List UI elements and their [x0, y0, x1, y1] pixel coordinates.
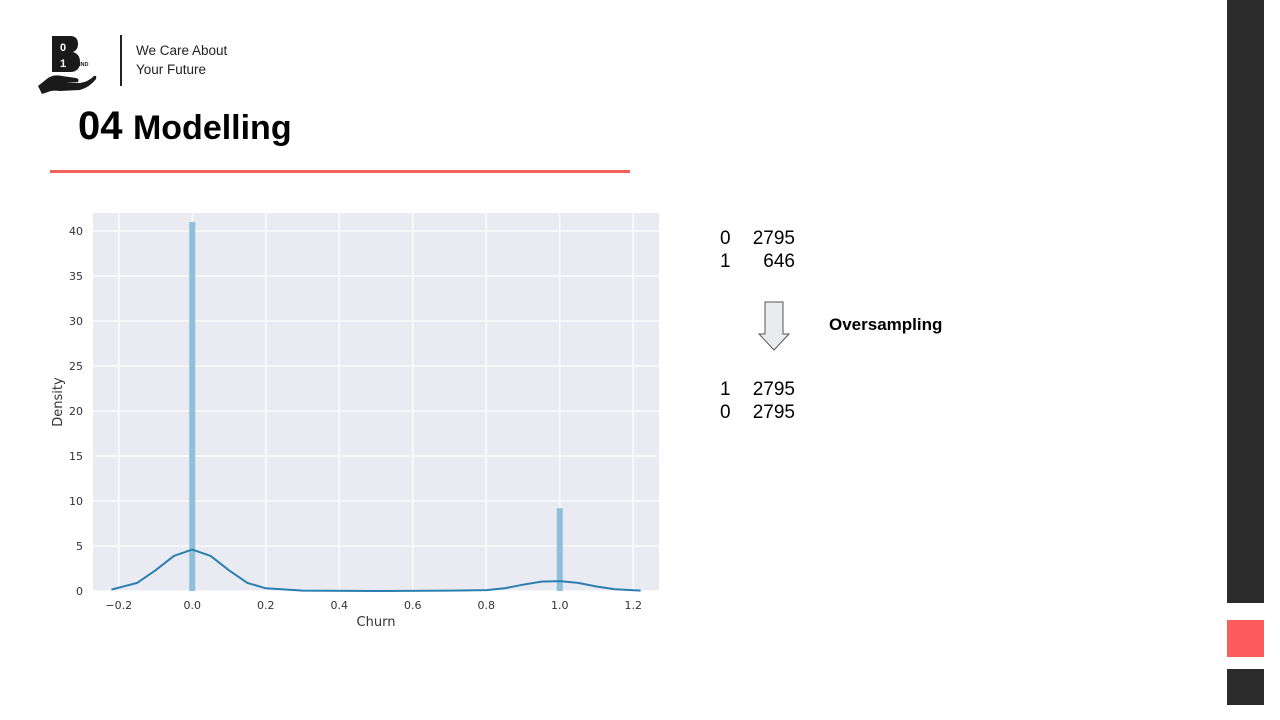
hand-icon — [38, 75, 97, 94]
x-tick-label: 0.8 — [478, 599, 496, 612]
y-tick-label: 0 — [76, 585, 83, 598]
count-key: 1 — [720, 251, 731, 272]
x-tick-label: −0.2 — [105, 599, 132, 612]
b-letter-icon — [52, 36, 80, 72]
y-tick-label: 15 — [69, 450, 83, 463]
y-tick-label: 20 — [69, 405, 83, 418]
histogram-bar — [556, 508, 563, 591]
count-key: 1 — [720, 379, 731, 400]
x-tick-label: 1.2 — [625, 599, 643, 612]
class-counts-after: 1 2795 0 2795 — [720, 378, 795, 424]
count-value: 2795 — [752, 379, 795, 400]
count-value: 2795 — [752, 402, 795, 423]
y-tick-label: 40 — [69, 225, 83, 238]
x-tick-label: 1.0 — [551, 599, 569, 612]
logo-digit-1: 1 — [60, 58, 66, 70]
x-tick-label: 0.2 — [257, 599, 275, 612]
header-divider — [120, 35, 122, 86]
section-title: Modelling — [132, 109, 292, 147]
page-title: 04 Modelling — [78, 104, 292, 149]
count-row: 0 2795 — [720, 227, 795, 250]
y-tick-label: 30 — [69, 315, 83, 328]
y-tick-label: 10 — [69, 495, 83, 508]
count-row: 1 646 — [720, 250, 795, 273]
count-key: 0 — [720, 402, 731, 423]
x-tick-label: 0.4 — [330, 599, 348, 612]
count-value: 2795 — [752, 228, 795, 249]
y-tick-label: 25 — [69, 360, 83, 373]
count-key: 0 — [720, 228, 731, 249]
y-tick-label: 5 — [76, 540, 83, 553]
class-counts-before: 0 2795 1 646 — [720, 227, 795, 273]
sidebar-dark-square — [1227, 669, 1264, 705]
sidebar-dark-bar — [1227, 0, 1264, 603]
y-tick-label: 35 — [69, 270, 83, 283]
logo-ind-text: IND — [79, 62, 89, 68]
count-value: 646 — [763, 251, 795, 272]
logo: 0 1 IND — [38, 36, 97, 94]
tagline: We Care About Your Future — [136, 41, 227, 79]
tagline-line-1: We Care About — [136, 43, 228, 58]
x-axis-label: Churn — [357, 615, 396, 630]
y-axis-label: Density — [51, 377, 66, 427]
histogram-bar — [189, 222, 196, 591]
count-row: 0 2795 — [720, 401, 795, 424]
x-tick-label: 0.0 — [183, 599, 201, 612]
section-number: 04 — [78, 104, 123, 148]
kde-line — [111, 548, 641, 592]
plot-area — [93, 213, 659, 591]
churn-density-chart: −0.2 0.0 0.2 0.4 0.6 0.8 1.0 1.2 0 5 10 15 20 25 30 35 4… — [51, 213, 659, 630]
sidebar-red-square — [1227, 620, 1264, 657]
tagline-line-2: Your Future — [136, 62, 207, 77]
logo-digit-0: 0 — [60, 42, 66, 54]
title-underline — [50, 170, 630, 173]
oversampling-label: Oversampling — [829, 315, 943, 334]
count-row: 1 2795 — [720, 378, 795, 401]
down-arrow-icon — [757, 301, 791, 351]
x-tick-label: 0.6 — [404, 599, 422, 612]
